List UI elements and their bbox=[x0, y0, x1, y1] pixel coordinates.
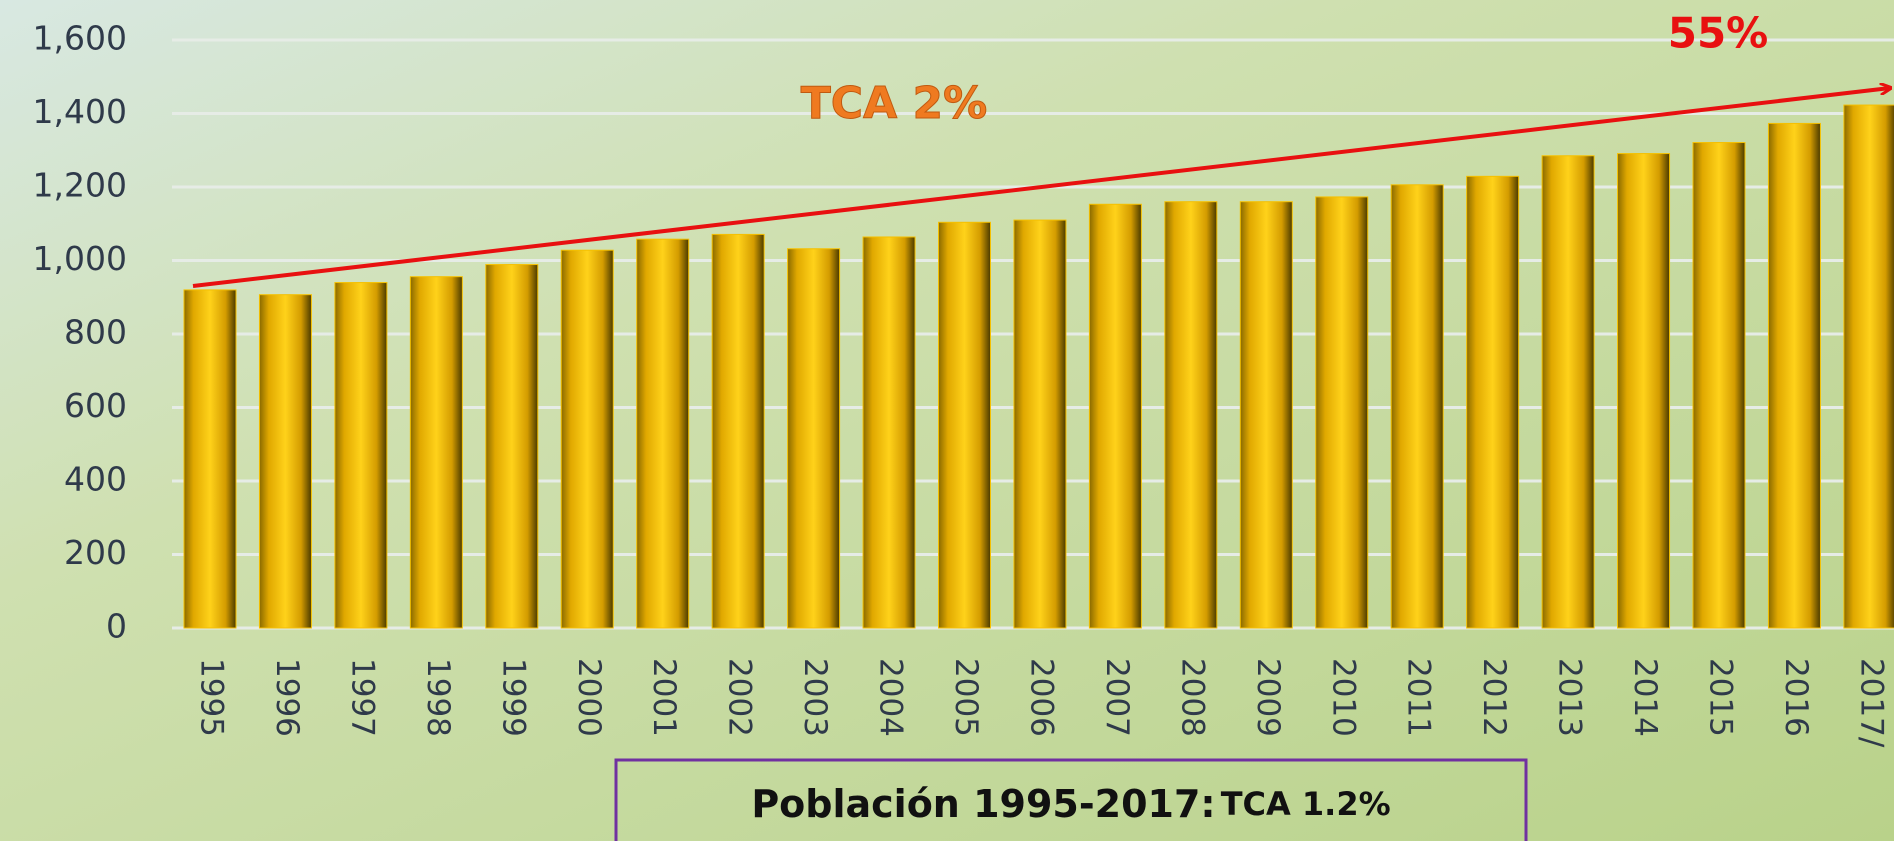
bar bbox=[334, 282, 388, 629]
bar bbox=[485, 264, 539, 629]
x-tick-label: 1998 bbox=[420, 658, 456, 737]
bar bbox=[1541, 155, 1595, 629]
x-tick-label: 2017/ bbox=[1853, 658, 1889, 748]
bar bbox=[1843, 104, 1894, 629]
bar bbox=[1692, 142, 1746, 629]
x-tick-label: 1997 bbox=[344, 658, 380, 737]
y-tick-label: 600 bbox=[64, 386, 127, 425]
bar bbox=[711, 233, 765, 629]
bar bbox=[1466, 175, 1520, 629]
bar bbox=[258, 294, 312, 629]
y-tick-label: 0 bbox=[106, 607, 127, 646]
x-tick-label: 2014 bbox=[1627, 658, 1663, 737]
y-tick-label: 1,200 bbox=[33, 166, 127, 205]
bar bbox=[1164, 201, 1218, 629]
x-tick-label: 2002 bbox=[722, 658, 758, 737]
bar bbox=[938, 221, 991, 629]
x-tick-label: 2005 bbox=[948, 658, 984, 737]
bar bbox=[862, 236, 916, 629]
bar bbox=[1088, 203, 1142, 629]
bar bbox=[787, 248, 841, 629]
y-tick-label: 1,400 bbox=[33, 92, 127, 131]
y-tick-label: 200 bbox=[64, 533, 127, 572]
y-tick-label: 800 bbox=[64, 313, 127, 352]
x-tick-label: 2006 bbox=[1023, 658, 1059, 737]
annotation: 55% bbox=[1668, 9, 1769, 58]
x-tick-label: 1995 bbox=[194, 658, 230, 737]
bar bbox=[409, 276, 463, 629]
bar bbox=[183, 289, 237, 629]
title-note: TCA 1.2% bbox=[1221, 785, 1391, 823]
trend-arrow bbox=[192, 88, 1890, 288]
x-tick-label: 2008 bbox=[1174, 658, 1210, 737]
title-text: Población 1995-2017: bbox=[751, 782, 1215, 826]
y-tick-label: 400 bbox=[64, 460, 127, 499]
x-tick-label: 2010 bbox=[1325, 658, 1361, 737]
x-tick-label: 2012 bbox=[1476, 658, 1512, 737]
x-tick-label: 2015 bbox=[1703, 658, 1739, 737]
bar bbox=[1013, 219, 1067, 629]
y-tick-label: 1,600 bbox=[33, 19, 127, 58]
bar bbox=[1390, 184, 1444, 629]
chart-title: Población 1995-2017: TCA 1.2% bbox=[751, 782, 1390, 826]
x-tick-label: 2004 bbox=[873, 658, 909, 737]
title-box bbox=[614, 758, 1528, 841]
annotation: TCA 2% bbox=[801, 78, 987, 129]
x-tick-label: 1999 bbox=[495, 658, 531, 737]
bar bbox=[1617, 153, 1671, 629]
x-tick-label: 2016 bbox=[1778, 658, 1814, 737]
x-tick-label: 2009 bbox=[1250, 658, 1286, 737]
bar bbox=[636, 238, 690, 629]
x-tick-label: 2011 bbox=[1401, 658, 1437, 737]
x-tick-label: 2003 bbox=[797, 658, 833, 737]
x-tick-label: 2000 bbox=[571, 658, 607, 737]
bar bbox=[1239, 201, 1293, 629]
x-tick-label: 2013 bbox=[1552, 658, 1588, 737]
bar bbox=[1767, 122, 1821, 629]
x-tick-label: 1996 bbox=[269, 658, 305, 737]
bar bbox=[1315, 196, 1369, 629]
bar bbox=[560, 249, 614, 629]
x-tick-label: 2001 bbox=[646, 658, 682, 737]
x-tick-label: 2007 bbox=[1099, 658, 1135, 737]
y-tick-label: 1,000 bbox=[33, 239, 127, 278]
